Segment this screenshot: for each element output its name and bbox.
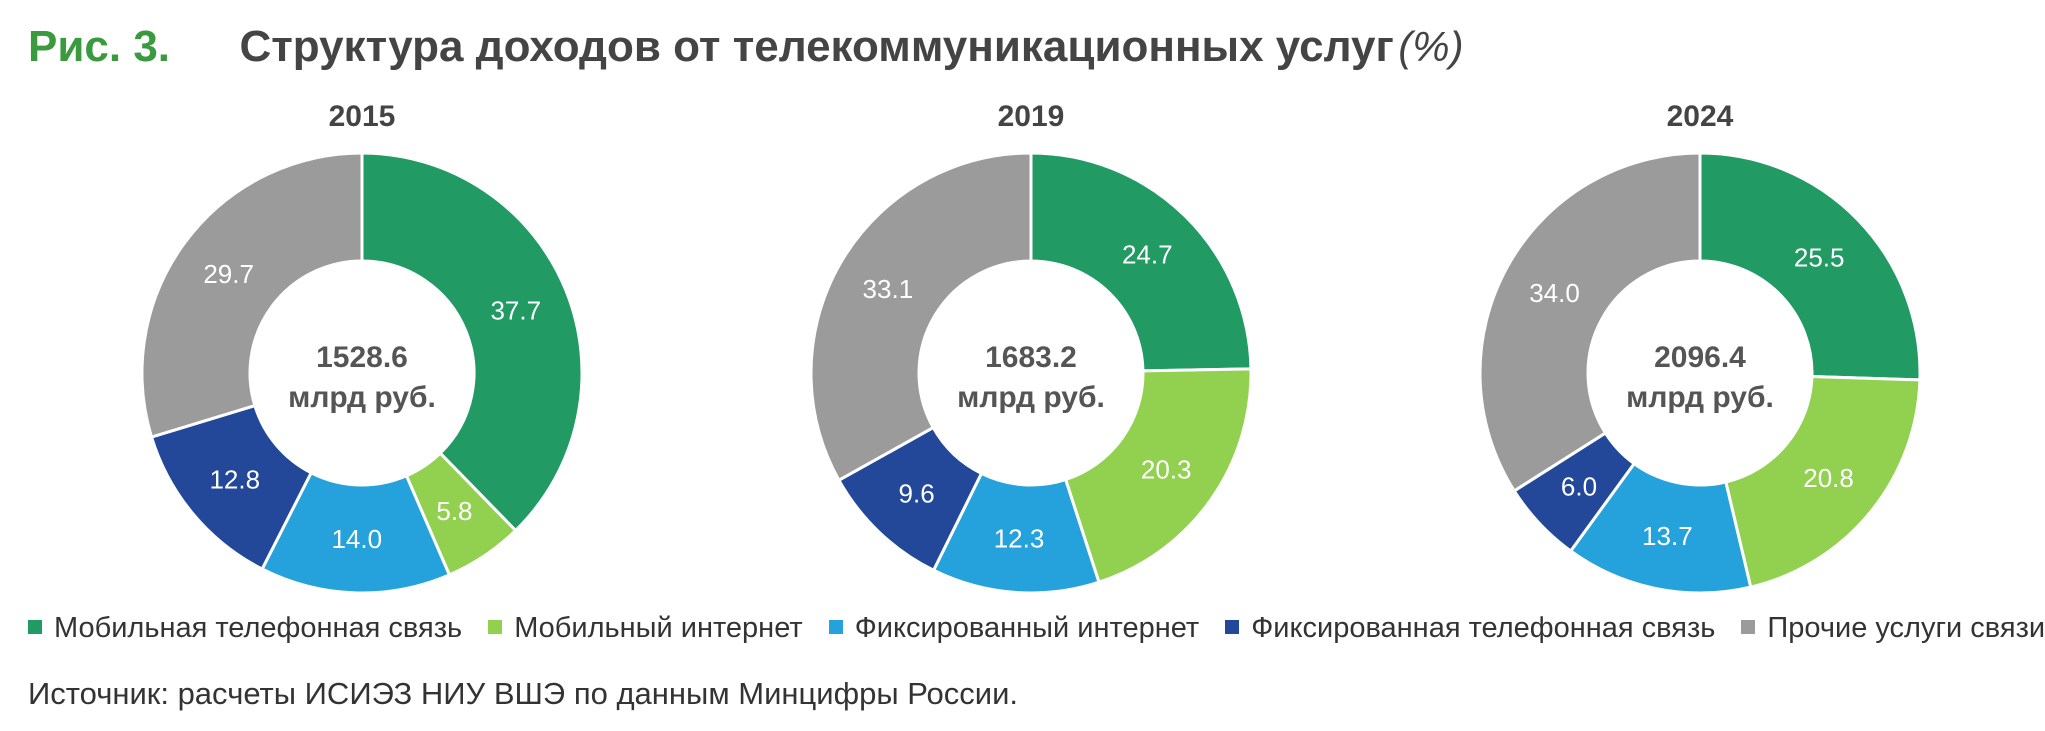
slice-value-label: 12.3 bbox=[994, 524, 1045, 554]
legend-item-fixed-phone: Фиксированная телефонная связь bbox=[1225, 612, 1715, 645]
donut-chart-2015: 2015 37.7 5.8 14.0 12.8 29.7 1528.6 млрд руб. bbox=[140, 100, 584, 595]
legend-label: Фиксированный интернет bbox=[854, 612, 1200, 644]
figure-number: Рис. 3. bbox=[28, 22, 171, 71]
donut-slice bbox=[140, 151, 364, 439]
donut-slice bbox=[1568, 461, 1753, 595]
center-total-unit: млрд руб. bbox=[1626, 381, 1774, 414]
source-note: Источник: расчеты ИСИЭЗ НИУ ВШЭ по данны… bbox=[28, 676, 1019, 711]
slice-value-label: 33.1 bbox=[863, 274, 914, 304]
center-total-value: 1683.2 bbox=[985, 341, 1077, 374]
center-total-value: 1528.6 bbox=[316, 341, 408, 374]
slice-value-label: 24.7 bbox=[1122, 240, 1173, 270]
legend-item-mobile-internet: Мобильный интернет bbox=[488, 612, 803, 645]
legend: Мобильная телефонная связь Мобильный инт… bbox=[28, 612, 2045, 645]
center-total-value: 2096.4 bbox=[1654, 341, 1746, 374]
chart-year-title: 2019 bbox=[998, 100, 1065, 133]
slice-value-label: 25.5 bbox=[1794, 242, 1845, 272]
center-total-unit: млрд руб. bbox=[288, 381, 436, 414]
donut-slice bbox=[809, 151, 1033, 483]
legend-label: Фиксированная телефонная связь bbox=[1251, 612, 1716, 644]
donut-slice bbox=[1698, 151, 1922, 382]
chart-year-title: 2015 bbox=[329, 100, 396, 133]
slice-value-label: 37.7 bbox=[490, 295, 541, 325]
slice-value-label: 5.8 bbox=[436, 496, 472, 526]
donut-slice bbox=[360, 151, 584, 533]
slice-value-label: 20.3 bbox=[1141, 454, 1192, 484]
figure-title: Структура доходов от телекоммуникационны… bbox=[239, 22, 1394, 71]
figure-title-row: Рис. 3. Структура доходов от телекоммуни… bbox=[28, 22, 1464, 82]
donut-slice bbox=[1723, 374, 1922, 589]
legend-swatch bbox=[488, 620, 503, 635]
slice-value-label: 34.0 bbox=[1529, 278, 1580, 308]
slice-value-label: 29.7 bbox=[203, 259, 254, 289]
slice-value-label: 12.8 bbox=[209, 465, 260, 495]
figure-unit: (%) bbox=[1398, 23, 1464, 70]
donut-slice bbox=[1029, 151, 1253, 373]
legend-item-other: Прочие услуги связи bbox=[1741, 612, 2045, 645]
slice-value-label: 20.8 bbox=[1803, 463, 1854, 493]
chart-year-title: 2024 bbox=[1667, 100, 1734, 133]
legend-swatch bbox=[28, 620, 42, 635]
legend-label: Мобильный интернет bbox=[514, 612, 803, 644]
legend-item-mobile-phone: Мобильная телефонная связь bbox=[28, 612, 462, 645]
slice-value-label: 9.6 bbox=[899, 478, 935, 508]
slice-value-label: 14.0 bbox=[331, 524, 382, 554]
legend-item-fixed-internet: Фиксированный интернет bbox=[828, 612, 1200, 645]
slice-value-label: 13.7 bbox=[1642, 521, 1693, 551]
slice-value-label: 6.0 bbox=[1561, 472, 1597, 502]
donut-chart-2019: 2019 24.7 20.3 12.3 9.6 33.1 1683.2 млрд руб. bbox=[809, 100, 1253, 595]
legend-swatch bbox=[1225, 620, 1240, 635]
legend-label: Мобильная телефонная связь bbox=[54, 612, 463, 644]
donut-slice bbox=[1063, 367, 1253, 585]
legend-label: Прочие услуги связи bbox=[1767, 612, 2045, 644]
donut-slice bbox=[1478, 151, 1702, 493]
legend-swatch bbox=[828, 620, 843, 635]
center-total-unit: млрд руб. bbox=[957, 381, 1105, 414]
donut-chart-2024: 2024 25.5 20.8 13.7 6.0 34.0 2096.4 млрд руб. bbox=[1478, 100, 1922, 595]
legend-swatch bbox=[1741, 620, 1756, 635]
